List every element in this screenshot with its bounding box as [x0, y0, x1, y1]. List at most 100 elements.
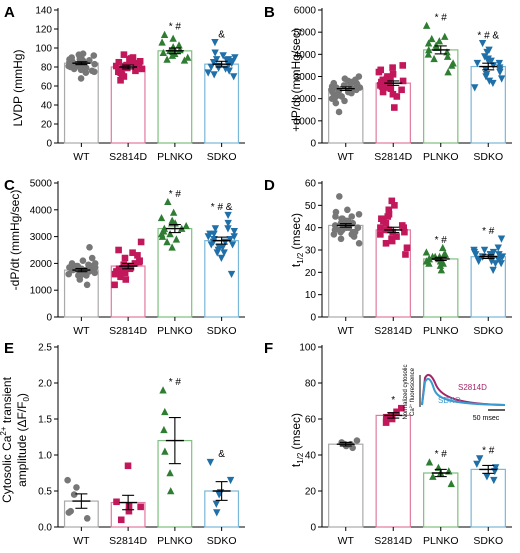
data-point-b-wt — [341, 97, 348, 105]
data-point-d-wt — [344, 206, 351, 214]
x-tick-label-c-plnko: PLNKO — [157, 325, 193, 337]
panel-c: C -dP/dt (mmHg/sec) 0 1000 2000 3000 4000 500… — [4, 177, 245, 337]
ylabel-e-main: Cytosolic Ca — [0, 435, 14, 503]
data-point-a-plnko — [169, 34, 177, 42]
plot-area-e: 0.0 0.5 1.0 1.5 2.0 2.5 WT S2814D PLNKO * # SDKO & — [38, 343, 245, 547]
data-point-a-wt — [82, 69, 90, 76]
x-tick-label-a-s2814d: S2814D — [109, 151, 147, 163]
data-point-f-s2814d — [398, 404, 405, 412]
data-point-b-s2814d — [378, 83, 386, 90]
data-point-c-wt — [91, 264, 99, 271]
data-point-e-sdko — [212, 500, 221, 508]
data-point-c-plnko — [163, 238, 171, 246]
ylabel-e-line2: amplitude (ΔF/F0) — [15, 393, 31, 487]
data-point-b-s2814d — [387, 74, 394, 81]
data-point-d-wt — [348, 213, 356, 220]
y-tick-label-a: 80 — [41, 63, 53, 74]
significance-e-sdko: & — [218, 449, 225, 460]
data-point-b-sdko — [484, 57, 492, 65]
data-point-d-wt — [330, 231, 338, 238]
data-point-b-plnko — [430, 54, 438, 63]
x-tick-label-b-s2814d: S2814D — [374, 151, 412, 163]
data-point-c-wt — [91, 269, 99, 277]
data-point-f-plnko — [447, 479, 455, 488]
data-point-d-plnko — [422, 248, 431, 256]
data-point-c-s2814d — [131, 260, 139, 267]
data-point-c-wt — [72, 262, 80, 270]
significance-f-s2814d: * — [391, 395, 395, 406]
data-point-b-s2814d — [389, 64, 396, 71]
data-point-b-plnko — [444, 68, 452, 76]
plot-area-a: 0 20 40 60 80 100 120 140 WT S2814D PLNKO * # SDKO & — [35, 6, 245, 163]
data-point-a-plnko — [163, 55, 171, 63]
data-point-c-wt — [83, 281, 91, 289]
data-point-d-plnko — [425, 255, 433, 263]
inset-ylabel-2: Ca2+ fluorescence — [408, 367, 416, 416]
x-tick-label-f-sdko: SDKO — [473, 535, 503, 547]
significance-e-plnko: * # — [169, 377, 182, 388]
data-point-b-s2814d — [382, 84, 389, 91]
data-point-b-wt — [351, 76, 359, 84]
data-point-a-sdko — [211, 39, 219, 47]
y-tick-label-b: 1000 — [294, 116, 317, 127]
y-tick-label-d: 40 — [305, 223, 317, 234]
data-point-b-s2814d — [398, 86, 405, 94]
bar-f-plnko — [423, 472, 459, 528]
data-point-a-wt — [90, 68, 98, 76]
data-point-d-s2814d — [377, 224, 384, 231]
data-point-c-sdko — [224, 225, 232, 233]
data-point-d-wt — [354, 224, 362, 231]
data-point-b-sdko — [496, 68, 504, 76]
y-tick-label-b: 4000 — [294, 50, 317, 61]
data-point-c-s2814d — [122, 276, 130, 283]
data-point-c-wt — [79, 257, 87, 265]
x-tick-label-e-sdko: SDKO — [207, 535, 237, 547]
data-point-d-s2814d — [377, 231, 384, 238]
x-tick-label-d-s2814d: S2814D — [374, 325, 412, 337]
data-point-b-plnko — [443, 52, 452, 60]
data-point-c-sdko — [224, 211, 232, 220]
data-point-f-sdko — [475, 455, 484, 463]
data-point-b-wt — [348, 89, 355, 97]
data-point-c-s2814d — [115, 246, 122, 254]
data-point-d-wt — [355, 240, 363, 247]
data-point-c-sdko — [206, 230, 214, 238]
data-point-c-s2814d — [129, 249, 136, 256]
inset-scalebar-label: 50 msec — [473, 415, 500, 422]
data-point-b-s2814d — [399, 77, 407, 85]
data-point-e-s2814d — [137, 503, 144, 511]
y-tick-label-b: 3000 — [294, 72, 317, 83]
data-point-e-sdko — [206, 458, 215, 467]
data-point-e-plnko — [161, 407, 169, 416]
data-point-e-plnko — [161, 447, 169, 455]
y-tick-label-d: 30 — [305, 246, 317, 257]
ylabel-d-unit: (msec) — [289, 213, 303, 250]
ylabel-e2-main: amplitude (ΔF/F — [15, 402, 29, 487]
data-point-a-s2814d — [115, 58, 123, 66]
data-point-c-wt — [76, 276, 84, 283]
data-point-b-wt — [340, 82, 348, 89]
y-tick-label-c: 3000 — [30, 232, 53, 243]
bar-d-wt — [328, 224, 364, 318]
data-point-a-s2814d — [117, 77, 124, 84]
data-point-c-s2814d — [134, 252, 141, 259]
panel-label-f: F — [264, 340, 273, 357]
data-point-d-sdko — [474, 255, 482, 263]
data-point-a-wt — [69, 58, 76, 66]
data-point-c-plnko — [157, 213, 166, 222]
data-point-c-s2814d — [121, 254, 129, 262]
panel-label-b: B — [264, 4, 275, 21]
bar-f-wt — [328, 443, 364, 528]
y-tick-label-d: 20 — [305, 268, 317, 279]
data-point-d-s2814d — [401, 228, 408, 236]
data-point-e-s2814d — [117, 516, 125, 524]
significance-d-sdko: * # — [482, 226, 495, 237]
data-point-d-sdko — [488, 255, 496, 263]
panel-b: B +dP/dt (mmHg/sec) 0 1000 2000 3000 4000 500… — [264, 4, 512, 163]
data-point-a-s2814d — [135, 60, 143, 68]
data-point-d-plnko — [436, 261, 445, 269]
data-point-a-sdko — [207, 63, 215, 71]
data-point-a-s2814d — [129, 58, 136, 66]
ylabel-f: t1/2 (msec) — [289, 413, 305, 467]
data-point-c-wt — [65, 270, 73, 278]
